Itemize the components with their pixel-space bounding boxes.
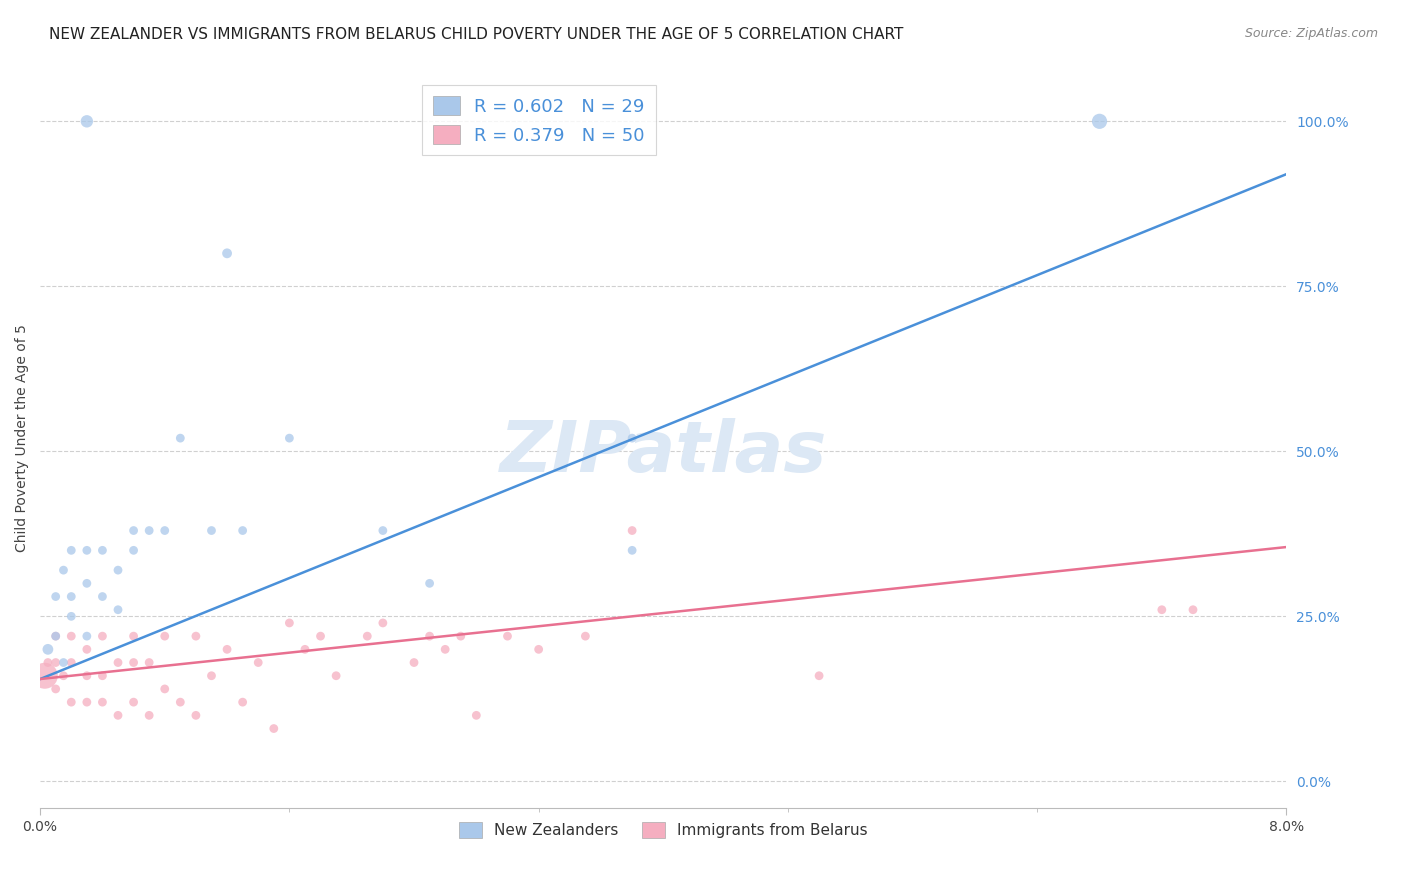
Point	[52, 669, 75, 683]
Point	[309, 629, 332, 643]
Point	[621, 543, 644, 558]
Point	[122, 543, 145, 558]
Point	[278, 431, 301, 445]
Point	[37, 642, 59, 657]
Point	[45, 629, 67, 643]
Point	[527, 642, 550, 657]
Point	[278, 615, 301, 630]
Point	[325, 669, 347, 683]
Point	[371, 524, 394, 538]
Point	[419, 629, 441, 643]
Point	[138, 524, 160, 538]
Point	[60, 656, 83, 670]
Point	[122, 524, 145, 538]
Point	[107, 603, 129, 617]
Text: ZIPatlas: ZIPatlas	[499, 418, 827, 487]
Point	[76, 669, 98, 683]
Point	[184, 708, 207, 723]
Point	[294, 642, 316, 657]
Point	[574, 629, 596, 643]
Point	[465, 708, 488, 723]
Point	[356, 629, 378, 643]
Point	[45, 590, 67, 604]
Point	[76, 642, 98, 657]
Point	[91, 629, 114, 643]
Point	[60, 590, 83, 604]
Point	[184, 629, 207, 643]
Legend: New Zealanders, Immigrants from Belarus: New Zealanders, Immigrants from Belarus	[453, 816, 873, 845]
Point	[76, 695, 98, 709]
Point	[200, 669, 222, 683]
Point	[402, 656, 425, 670]
Point	[107, 563, 129, 577]
Point	[1182, 603, 1205, 617]
Point	[91, 695, 114, 709]
Point	[91, 543, 114, 558]
Point	[200, 524, 222, 538]
Point	[76, 576, 98, 591]
Point	[60, 543, 83, 558]
Point	[169, 695, 191, 709]
Point	[169, 431, 191, 445]
Point	[45, 629, 67, 643]
Point	[1088, 114, 1111, 128]
Point	[45, 681, 67, 696]
Point	[37, 656, 59, 670]
Text: Source: ZipAtlas.com: Source: ZipAtlas.com	[1244, 27, 1378, 40]
Point	[215, 246, 238, 260]
Point	[1150, 603, 1173, 617]
Text: NEW ZEALANDER VS IMMIGRANTS FROM BELARUS CHILD POVERTY UNDER THE AGE OF 5 CORREL: NEW ZEALANDER VS IMMIGRANTS FROM BELARUS…	[49, 27, 904, 42]
Point	[60, 609, 83, 624]
Point	[621, 431, 644, 445]
Point	[52, 656, 75, 670]
Point	[91, 669, 114, 683]
Point	[419, 576, 441, 591]
Point	[91, 590, 114, 604]
Point	[153, 681, 176, 696]
Point	[496, 629, 519, 643]
Point	[60, 695, 83, 709]
Point	[138, 656, 160, 670]
Point	[247, 656, 270, 670]
Point	[60, 629, 83, 643]
Point	[107, 656, 129, 670]
Point	[76, 543, 98, 558]
Point	[122, 629, 145, 643]
Point	[263, 722, 285, 736]
Point	[232, 524, 254, 538]
Point	[52, 563, 75, 577]
Point	[621, 524, 644, 538]
Point	[434, 642, 457, 657]
Point	[107, 708, 129, 723]
Point	[153, 629, 176, 643]
Point	[45, 656, 67, 670]
Point	[371, 615, 394, 630]
Point	[232, 695, 254, 709]
Point	[808, 669, 831, 683]
Point	[215, 642, 238, 657]
Point	[138, 708, 160, 723]
Point	[450, 629, 472, 643]
Point	[76, 114, 98, 128]
Point	[34, 669, 56, 683]
Point	[122, 656, 145, 670]
Point	[76, 629, 98, 643]
Point	[122, 695, 145, 709]
Y-axis label: Child Poverty Under the Age of 5: Child Poverty Under the Age of 5	[15, 324, 30, 552]
Point	[153, 524, 176, 538]
